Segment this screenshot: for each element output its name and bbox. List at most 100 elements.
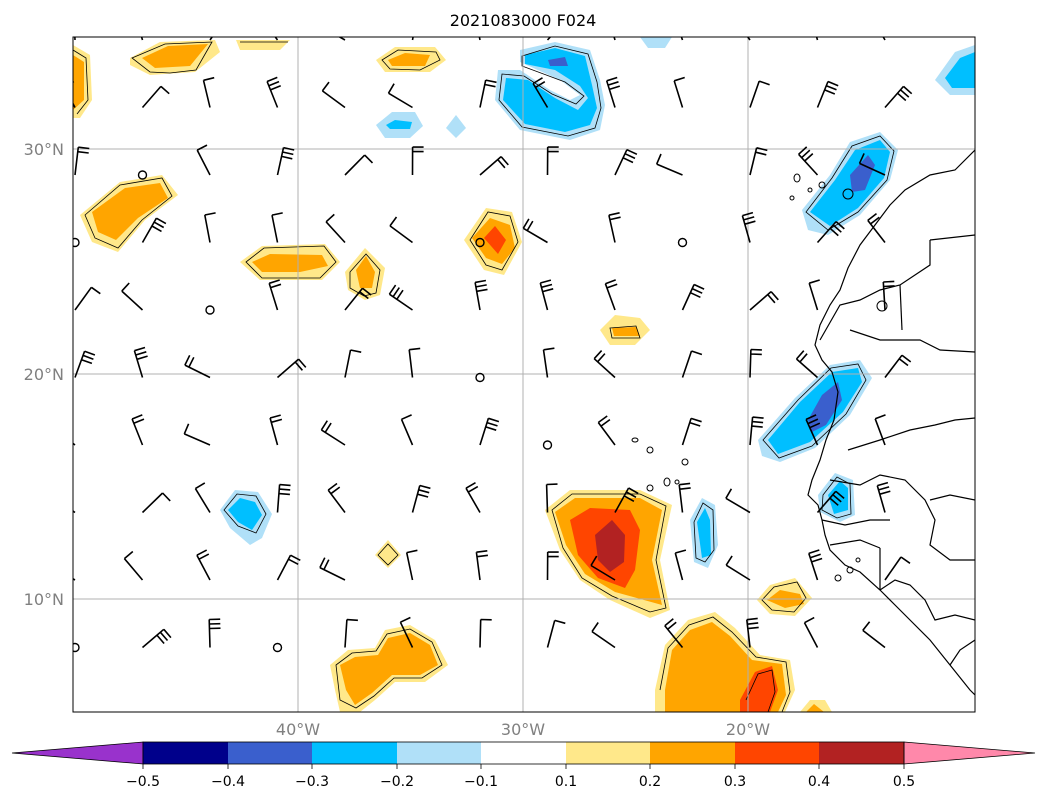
anomaly-contour-lines [73, 41, 895, 712]
wind-barb [680, 37, 684, 41]
wind-barb [614, 148, 638, 176]
wind-barb [678, 482, 691, 513]
contour-line [381, 49, 441, 71]
wind-barb [593, 350, 616, 379]
wind-barb [546, 619, 566, 648]
wind-barb [121, 282, 144, 311]
wind-barb [73, 442, 76, 446]
contour-line [745, 669, 776, 712]
wind-barb [266, 76, 281, 108]
wind-barb [479, 618, 492, 648]
colorbar-label: −0.5 [126, 774, 160, 790]
wind-barb [542, 347, 555, 378]
colorbar-segment [735, 742, 819, 764]
wind-barb [816, 490, 845, 514]
wind-barb [74, 146, 90, 176]
wind-barb [655, 153, 683, 176]
colorbar-label: −0.3 [295, 774, 329, 790]
wind-barb [546, 551, 559, 581]
wind-barb [271, 212, 283, 243]
map-gridlines [73, 37, 975, 712]
island [631, 437, 639, 443]
calm-wind-marker [272, 642, 283, 653]
wind-barb [411, 146, 424, 176]
colorbar-extend-low [11, 741, 144, 765]
wind-barb [474, 279, 488, 311]
wind-barb [749, 290, 779, 311]
wind-barb [475, 550, 489, 581]
calm-wind-marker [73, 237, 80, 248]
calm-wind-marker [205, 305, 215, 315]
anomaly-region-pos [612, 327, 640, 336]
wind-barb [749, 348, 762, 378]
wind-barb [344, 349, 362, 378]
wind-barb [795, 350, 819, 379]
wind-barb [269, 414, 283, 446]
island [846, 566, 854, 574]
wind-barb [590, 555, 616, 581]
contour-line [377, 543, 399, 566]
wind-barb [546, 146, 559, 176]
wind-barb [387, 83, 413, 109]
coastline-border [819, 240, 931, 341]
wind-barb [74, 350, 96, 378]
colorbar-extend-high [903, 741, 1036, 765]
anomaly-region-pos [340, 633, 438, 705]
coastline-border [829, 539, 881, 549]
wind-barb [532, 77, 549, 108]
contour-line [245, 245, 337, 279]
contour-line [498, 45, 602, 137]
colorbar-segment [397, 742, 481, 764]
contour-line [761, 581, 807, 613]
colorbar-segment [650, 742, 735, 764]
wind-barb [874, 414, 886, 446]
wind-barb [681, 350, 703, 378]
anomaly-region-pos [92, 183, 168, 240]
wind-barb [141, 217, 167, 243]
colorbar-segment [481, 742, 566, 764]
colorbar-ticks [142, 764, 905, 769]
coastline-border [847, 417, 975, 451]
contour-line [84, 177, 173, 249]
wind-barb [608, 212, 621, 243]
wind-barb [725, 555, 751, 581]
wind-barb [73, 577, 76, 581]
anomaly-region-neg [228, 498, 262, 530]
wind-barb [73, 510, 76, 514]
contour-line [693, 502, 715, 563]
anomaly-region-neg [828, 481, 848, 514]
contour-line [131, 41, 213, 74]
anomaly-region-pos [484, 226, 506, 254]
anomaly-region-pos [142, 44, 208, 68]
colorbar-label: 0.4 [808, 774, 830, 790]
wind-barb [862, 621, 886, 649]
island [876, 300, 888, 312]
wind-barb [876, 481, 891, 513]
colorbar-label: 0.1 [555, 774, 577, 790]
wind-barb [746, 37, 751, 41]
anomaly-region-neg [503, 48, 597, 132]
wind-barb [268, 279, 282, 311]
wind-barb [276, 554, 301, 581]
colorbar-label: −0.2 [380, 774, 414, 790]
wind-barb [184, 354, 211, 379]
wind-barb [183, 423, 211, 446]
wind-barb [749, 416, 764, 446]
colorbar-label: 0.2 [639, 774, 661, 790]
wind-barb [479, 155, 509, 176]
wind-barb [327, 482, 346, 513]
wind-barb [604, 279, 618, 311]
wind-barb [399, 616, 414, 648]
anomaly-region-neg [850, 155, 875, 192]
wind-barb [388, 284, 413, 311]
colorbar-segment [143, 742, 228, 764]
wind-barb [749, 147, 768, 176]
wind-barb [803, 616, 819, 648]
wind-barb [389, 216, 413, 244]
contour-line [551, 493, 667, 613]
wind-barb [815, 37, 819, 41]
chart-title: 2021083000 F024 [450, 11, 597, 30]
wind-barb [408, 347, 421, 378]
island [793, 173, 801, 183]
anomaly-region-pos [252, 254, 328, 272]
